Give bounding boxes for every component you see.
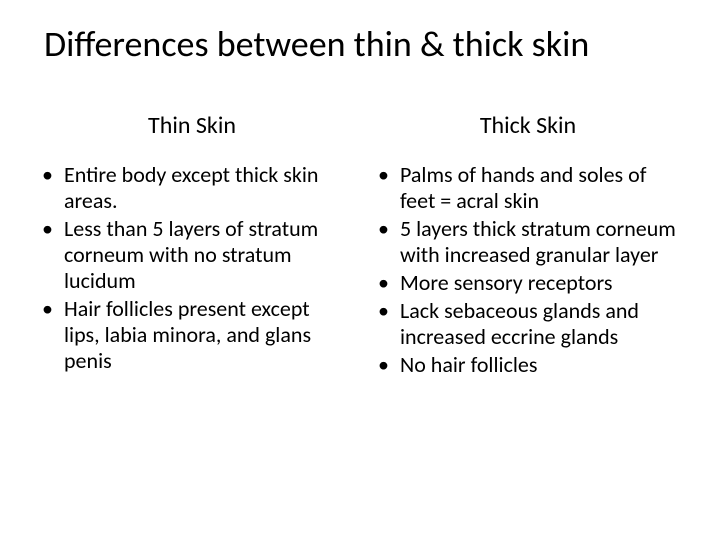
right-column-heading: Thick Skin: [372, 111, 684, 140]
left-column-heading: Thin Skin: [36, 111, 348, 140]
slide-title: Differences between thin & thick skin: [36, 24, 684, 65]
right-bullet-list: Palms of hands and soles of feet = acral…: [372, 162, 684, 378]
right-column: Thick Skin Palms of hands and soles of f…: [372, 111, 684, 380]
list-item: 5 layers thick stratum corneum with incr…: [372, 216, 684, 268]
list-item: Lack sebaceous glands and increased eccr…: [372, 298, 684, 350]
left-column: Thin Skin Entire body except thick skin …: [36, 111, 348, 380]
list-item: Entire body except thick skin areas.: [36, 162, 348, 214]
columns: Thin Skin Entire body except thick skin …: [36, 111, 684, 380]
list-item: Palms of hands and soles of feet = acral…: [372, 162, 684, 214]
list-item: No hair follicles: [372, 352, 684, 378]
list-item: Less than 5 layers of stratum corneum wi…: [36, 216, 348, 294]
list-item: Hair follicles present except lips, labi…: [36, 296, 348, 374]
slide: Differences between thin & thick skin Th…: [0, 0, 720, 540]
left-bullet-list: Entire body except thick skin areas. Les…: [36, 162, 348, 374]
list-item: More sensory receptors: [372, 270, 684, 296]
